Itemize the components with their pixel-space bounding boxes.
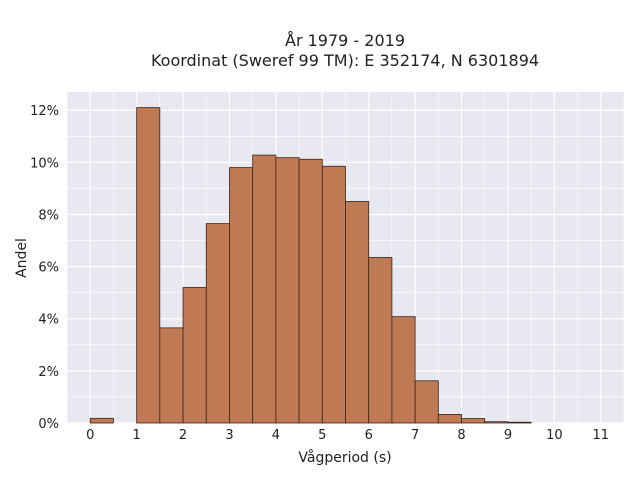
- x-tick-label: 9: [504, 428, 512, 443]
- bars: [89, 107, 532, 424]
- y-axis-label: Andel: [14, 238, 30, 278]
- histogram-bar: [182, 287, 207, 424]
- x-axis-label: Vågperiod (s): [298, 449, 391, 466]
- histogram-bar: [252, 154, 277, 424]
- x-tick-label: 3: [225, 428, 233, 443]
- y-tick-label: 6%: [38, 261, 59, 276]
- histogram-bar: [275, 157, 300, 424]
- x-tick-label: 6: [365, 428, 373, 443]
- y-axis-ticks: 0% 2% 4% 6% 8% 10% 12%: [30, 104, 59, 432]
- histogram-bar: [89, 417, 114, 424]
- histogram-bar: [136, 107, 161, 424]
- histogram-bar: [461, 418, 486, 424]
- histogram-bar: [507, 421, 532, 424]
- histogram-bar: [345, 201, 370, 424]
- chart-title-line1: År 1979 - 2019: [285, 31, 405, 50]
- y-tick-label: 10%: [30, 156, 59, 171]
- histogram-bar: [205, 223, 230, 424]
- x-tick-label: 8: [457, 428, 465, 443]
- histogram-bar: [437, 413, 462, 424]
- x-tick-label: 7: [411, 428, 419, 443]
- chart-title-line2: Koordinat (Sweref 99 TM): E 352174, N 63…: [151, 51, 539, 70]
- x-axis-ticks: 0 1 2 3 4 5 6 7 8 9 10 11: [86, 428, 609, 443]
- histogram-bar: [484, 421, 509, 424]
- y-tick-label: 2%: [38, 365, 59, 380]
- y-tick-label: 8%: [38, 208, 59, 223]
- histogram-bar: [391, 316, 416, 424]
- x-tick-label: 4: [272, 428, 280, 443]
- histogram-bar: [229, 167, 254, 424]
- x-tick-label: 11: [593, 428, 610, 443]
- histogram-bar: [159, 327, 184, 424]
- x-tick-label: 1: [132, 428, 140, 443]
- x-tick-label: 2: [179, 428, 187, 443]
- histogram-bar: [414, 380, 439, 424]
- histogram-bar: [321, 165, 346, 424]
- histogram-bar: [368, 257, 393, 424]
- x-tick-label: 0: [86, 428, 94, 443]
- y-tick-label: 12%: [30, 104, 59, 119]
- x-tick-label: 10: [546, 428, 563, 443]
- y-tick-label: 0%: [38, 417, 59, 432]
- x-tick-label: 5: [318, 428, 326, 443]
- histogram-bar: [298, 158, 323, 424]
- y-tick-label: 4%: [38, 313, 59, 328]
